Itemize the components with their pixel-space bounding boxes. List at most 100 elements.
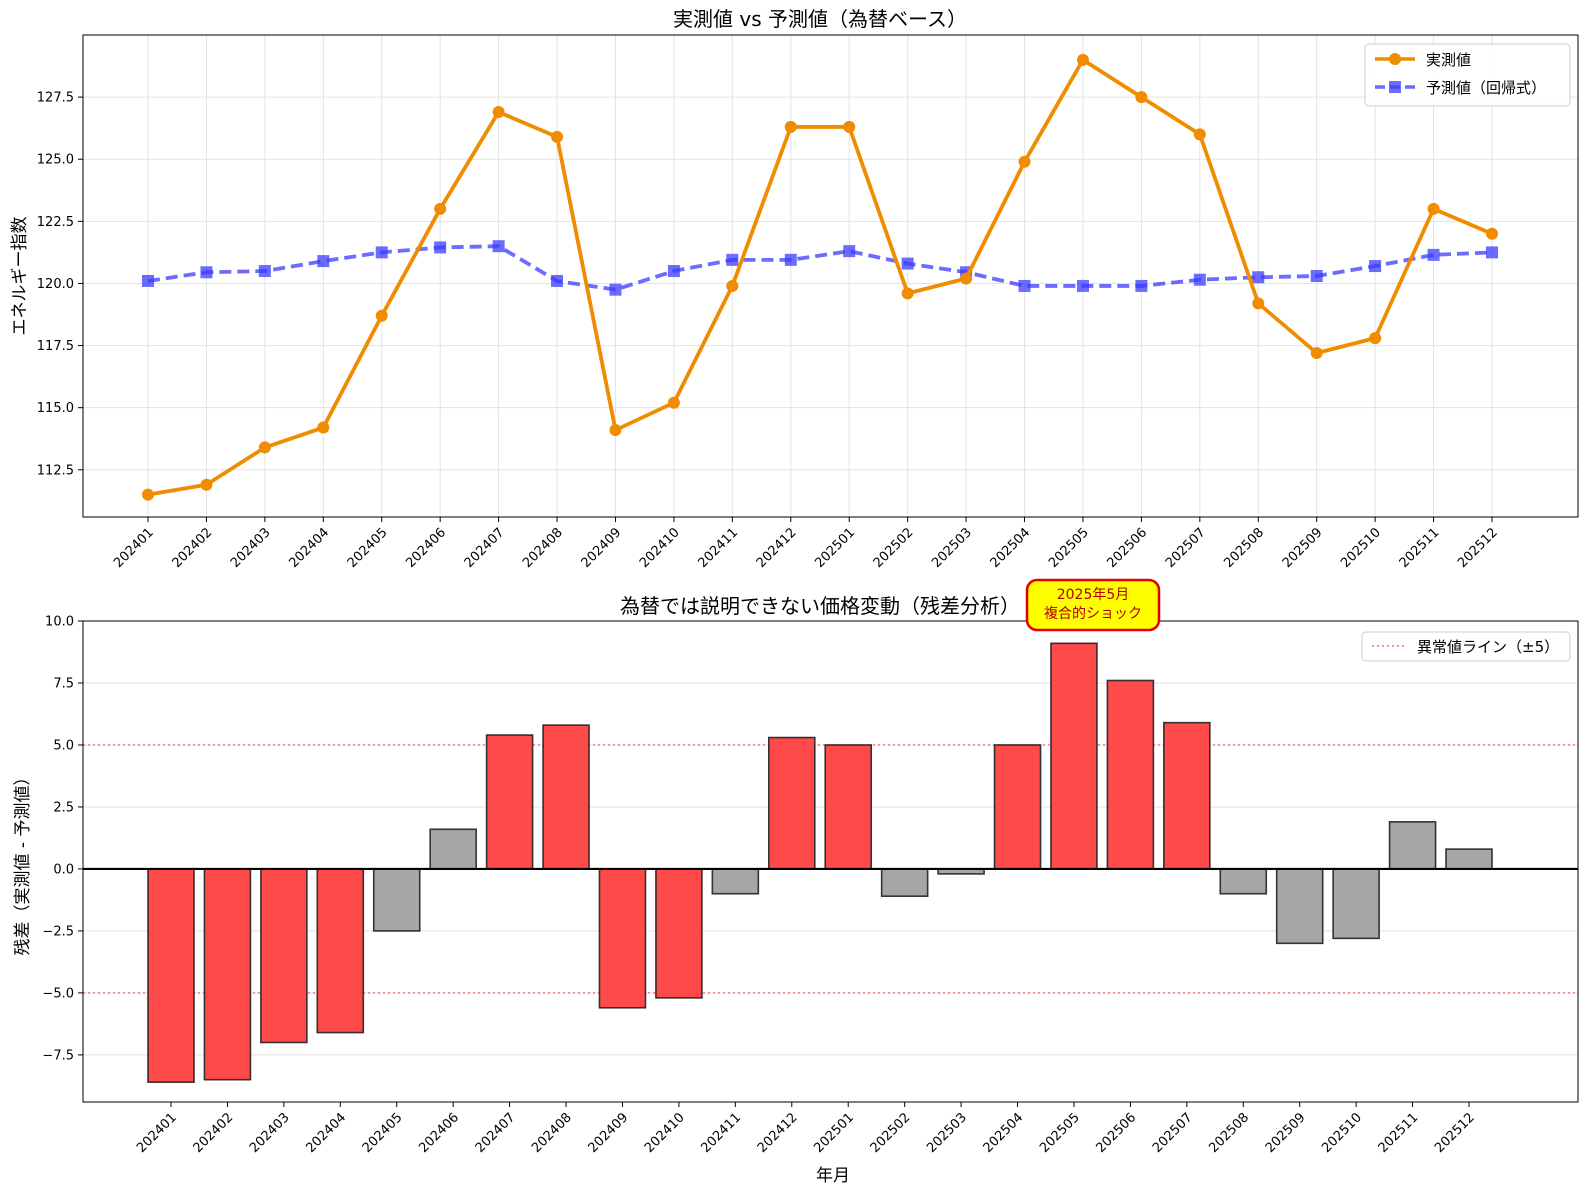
- bar-chart-x-label: 年月: [816, 1166, 850, 1186]
- point-predicted: [434, 241, 447, 254]
- x-tick-label: 202403: [247, 1110, 293, 1156]
- bar-chart-frame: [82, 620, 1579, 1103]
- line-chart-x-ticks: 202401 202402 202403 202404 202405 202406 2024…: [111, 517, 1501, 571]
- residual-bar: [1050, 642, 1098, 870]
- x-tick-label: 202506: [1094, 1110, 1140, 1156]
- x-tick-label: 202411: [698, 1110, 744, 1156]
- point-actual: [1252, 297, 1265, 310]
- residual-bar: [711, 868, 760, 895]
- x-tick-label: 202409: [579, 525, 625, 571]
- x-tick-label: 202502: [871, 525, 917, 571]
- x-tick-label: 202402: [170, 525, 216, 571]
- point-actual: [1427, 202, 1440, 215]
- point-predicted: [142, 274, 154, 287]
- residual-bar: [203, 868, 252, 1081]
- shock-annotation: 2025年5月 複合的ショック: [1025, 578, 1161, 632]
- x-tick-label: 202406: [416, 1110, 462, 1156]
- x-tick-label: 202503: [924, 1110, 970, 1156]
- x-tick-label: 202407: [473, 1110, 519, 1156]
- point-predicted: [1076, 279, 1089, 292]
- line-chart-legend: 実測値 予測値（回帰式）: [1364, 43, 1571, 107]
- point-predicted: [1135, 279, 1148, 292]
- y-tick-label: −5.0: [42, 986, 74, 1001]
- point-predicted: [726, 253, 739, 266]
- y-tick-label: 125.0: [37, 153, 74, 168]
- x-tick-label: 202509: [1263, 1110, 1309, 1156]
- y-tick-label: 112.5: [37, 463, 74, 478]
- point-actual: [1310, 347, 1323, 360]
- x-tick-label: 202508: [1221, 525, 1267, 571]
- residual-bar: [429, 828, 477, 870]
- x-tick-label: 202505: [1037, 1110, 1083, 1156]
- x-tick-label: 202509: [1280, 525, 1326, 571]
- point-actual: [200, 478, 213, 491]
- annotation-box: [1025, 578, 1161, 632]
- x-tick-label: 202502: [868, 1110, 914, 1156]
- y-tick-label: 127.5: [37, 91, 74, 106]
- point-predicted: [317, 255, 330, 268]
- legend-label-actual: 実測値: [1426, 51, 1471, 69]
- y-tick-label: 0.0: [53, 862, 74, 877]
- x-tick-label: 202405: [345, 525, 391, 571]
- line-chart-grid: [83, 35, 1578, 517]
- residual-bar: [1219, 868, 1268, 895]
- point-predicted: [375, 246, 388, 259]
- x-tick-label: 202511: [1376, 1110, 1422, 1156]
- point-predicted: [843, 245, 856, 258]
- point-predicted: [1369, 260, 1382, 273]
- x-tick-label: 202512: [1432, 1110, 1478, 1156]
- point-actual: [551, 130, 564, 143]
- x-tick-label: 202408: [520, 525, 566, 571]
- residual-bar: [147, 868, 195, 1083]
- point-predicted: [551, 274, 564, 287]
- point-predicted: [1252, 271, 1265, 284]
- x-tick-label: 202403: [228, 525, 274, 571]
- residual-bar: [1445, 848, 1493, 870]
- point-actual: [258, 441, 271, 454]
- point-predicted: [258, 265, 271, 278]
- threshold-lines: [83, 744, 1578, 994]
- x-tick-label: 202410: [637, 525, 683, 571]
- point-actual: [1193, 128, 1206, 141]
- annotation-line-1: 2025年5月: [1057, 587, 1130, 603]
- point-predicted: [784, 253, 797, 266]
- x-tick-label: 202406: [403, 525, 449, 571]
- series-line-predicted: [147, 244, 1493, 292]
- residual-bar: [1275, 868, 1324, 945]
- bar-chart-y-ticks: −7.5 −5.0 −2.5 0.0 2.5 5.0 7.5 10.0: [42, 615, 83, 1063]
- point-actual: [901, 287, 914, 300]
- y-tick-label: 122.5: [37, 215, 74, 230]
- point-actual: [375, 309, 388, 322]
- x-tick-label: 202404: [286, 525, 332, 571]
- point-actual: [1135, 91, 1148, 104]
- bar-chart-y-label: 残差（実測値 - 予測値）: [13, 769, 33, 956]
- point-actual: [609, 424, 622, 437]
- residual-bar: [767, 736, 816, 870]
- x-tick-label: 202503: [929, 525, 975, 571]
- line-chart-y-ticks: 112.5 115.0 117.5 120.0 122.5 125.0 127.5: [37, 91, 83, 478]
- line-chart-series: [142, 53, 1498, 501]
- y-tick-label: 117.5: [37, 339, 74, 354]
- x-tick-label: 202504: [981, 1110, 1027, 1156]
- point-predicted: [667, 265, 680, 278]
- x-tick-label: 202409: [586, 1110, 632, 1156]
- point-actual: [142, 488, 154, 501]
- x-tick-label: 202510: [1319, 1110, 1365, 1156]
- point-predicted: [1486, 246, 1498, 259]
- point-predicted: [609, 283, 622, 296]
- point-actual: [1369, 332, 1382, 345]
- residual-bar: [372, 868, 421, 932]
- point-actual: [1018, 155, 1031, 168]
- point-actual: [843, 120, 856, 133]
- residual-bar: [1388, 821, 1437, 870]
- legend-marker-predicted: [1389, 81, 1401, 93]
- residual-bar: [824, 744, 873, 870]
- point-actual: [434, 202, 447, 215]
- x-tick-label: 202510: [1338, 525, 1384, 571]
- bar-chart-legend: 異常値ライン（±5）: [1361, 631, 1571, 662]
- point-predicted: [1018, 279, 1031, 292]
- x-tick-label: 202512: [1455, 525, 1501, 571]
- y-tick-label: 2.5: [53, 800, 74, 815]
- legend-marker-actual: [1389, 53, 1401, 65]
